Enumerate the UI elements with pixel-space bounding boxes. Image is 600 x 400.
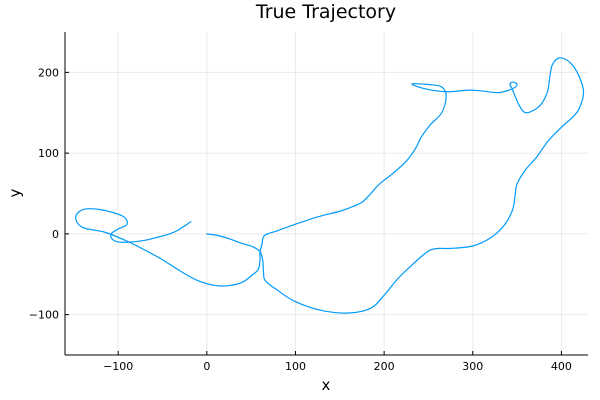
x-tick-label: 200 — [374, 360, 395, 373]
y-axis-ticks: −100 0 100 200 — [29, 66, 69, 322]
chart-title: True Trajectory — [255, 1, 396, 23]
x-tick-label: 100 — [285, 360, 306, 373]
x-tick-label: −100 — [103, 360, 133, 373]
series-line-trajectory — [75, 57, 585, 314]
y-tick-label: −100 — [29, 309, 59, 322]
x-axis-ticks: −100 0 100 200 300 400 — [103, 351, 572, 373]
x-tick-label: 300 — [462, 360, 483, 373]
y-tick-label: 100 — [38, 147, 59, 160]
x-tick-label: 400 — [551, 360, 572, 373]
x-axis-label: x — [322, 376, 331, 394]
y-axis-label: y — [6, 188, 24, 197]
x-tick-label: 0 — [203, 360, 210, 373]
y-tick-label: 200 — [38, 66, 59, 79]
grid — [65, 32, 588, 355]
y-tick-label: 0 — [52, 228, 59, 241]
